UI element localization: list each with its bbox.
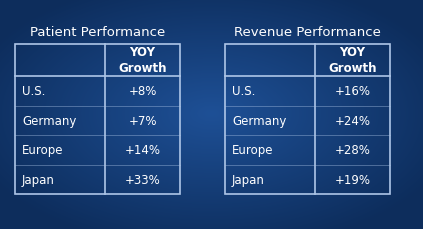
Text: +7%: +7%: [128, 114, 157, 127]
Text: Revenue Performance: Revenue Performance: [234, 26, 381, 39]
Text: +33%: +33%: [125, 173, 160, 186]
Bar: [15, 45, 180, 194]
Text: Europe: Europe: [22, 144, 63, 157]
Text: Germany: Germany: [22, 114, 77, 127]
Text: U.S.: U.S.: [232, 85, 255, 98]
Text: +19%: +19%: [335, 173, 371, 186]
Text: Europe: Europe: [232, 144, 274, 157]
Text: YOY
Growth: YOY Growth: [118, 46, 167, 75]
Text: YOY
Growth: YOY Growth: [328, 46, 377, 75]
Text: Germany: Germany: [232, 114, 286, 127]
Text: +8%: +8%: [128, 85, 157, 98]
Text: Patient Performance: Patient Performance: [30, 26, 165, 39]
Text: +16%: +16%: [335, 85, 371, 98]
Bar: [225, 45, 390, 194]
Text: U.S.: U.S.: [22, 85, 45, 98]
Text: +28%: +28%: [335, 144, 371, 157]
Text: Japan: Japan: [232, 173, 265, 186]
Text: Japan: Japan: [22, 173, 55, 186]
Text: +24%: +24%: [335, 114, 371, 127]
Text: +14%: +14%: [124, 144, 160, 157]
